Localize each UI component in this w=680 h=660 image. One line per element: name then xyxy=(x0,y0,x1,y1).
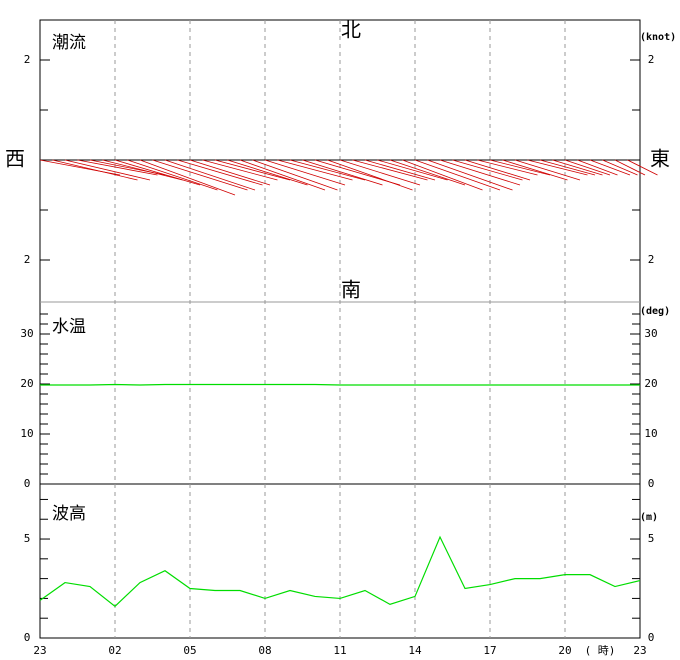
current-vector xyxy=(177,159,263,186)
x-tick-label: 20 xyxy=(558,644,571,657)
current-vector xyxy=(252,159,338,191)
current-vector xyxy=(414,159,501,191)
unit-label: (knot) xyxy=(640,32,676,43)
y-tick-label: 2 xyxy=(24,253,31,266)
west-label: 西 xyxy=(5,147,25,171)
south-label: 南 xyxy=(341,278,361,302)
current-vector xyxy=(302,159,383,186)
current-vector xyxy=(227,159,308,186)
y-tick-label: 10 xyxy=(644,427,657,440)
y-tick-label: 20 xyxy=(20,377,33,390)
current-vector xyxy=(627,159,658,176)
current-vector xyxy=(614,159,646,176)
current-vector xyxy=(352,159,428,181)
current-vector xyxy=(477,159,538,176)
current-vector xyxy=(239,159,326,191)
current-vector xyxy=(602,159,638,176)
current-vector xyxy=(514,159,581,181)
y-tick-label: 2 xyxy=(24,53,31,66)
y-tick-label: 0 xyxy=(648,477,655,490)
current-vector xyxy=(502,159,568,181)
current-vector xyxy=(139,159,236,196)
east-label: 東 xyxy=(650,147,670,171)
current-vector xyxy=(564,159,611,176)
y-tick-label: 5 xyxy=(648,532,655,545)
current-vector xyxy=(102,159,183,181)
current-vector xyxy=(327,159,413,191)
x-tick-label: 14 xyxy=(408,644,422,657)
panel-title: 潮流 xyxy=(52,33,86,53)
current-vector xyxy=(464,159,531,181)
x-tick-label: 17 xyxy=(483,644,496,657)
current-vector xyxy=(77,159,158,176)
y-tick-label: 2 xyxy=(648,53,655,66)
current-vector xyxy=(202,159,278,181)
current-vector xyxy=(539,159,596,176)
panel-title: 波高 xyxy=(52,504,86,524)
current-vector xyxy=(152,159,248,191)
current-vector xyxy=(114,159,201,186)
current-vector xyxy=(277,159,353,181)
y-tick-label: 2 xyxy=(648,253,655,266)
unit-label: (deg) xyxy=(640,306,670,317)
y-tick-label: 30 xyxy=(20,327,33,340)
x-tick-label: 05 xyxy=(183,644,196,657)
y-tick-label: 0 xyxy=(24,631,31,644)
current-vector xyxy=(439,159,521,186)
current-vector xyxy=(577,159,618,176)
current-vector xyxy=(264,159,346,186)
y-tick-label: 10 xyxy=(20,427,33,440)
current-vector xyxy=(127,159,218,191)
y-tick-label: 5 xyxy=(24,532,31,545)
current-vector xyxy=(452,159,523,181)
current-vector xyxy=(427,159,513,191)
y-tick-label: 20 xyxy=(644,377,657,390)
panel-title: 水温 xyxy=(52,317,86,337)
current-vector xyxy=(589,159,631,176)
x-unit: ( 時) xyxy=(585,644,616,657)
current-vector xyxy=(364,159,436,181)
current-vector xyxy=(552,159,603,176)
x-tick-label: 08 xyxy=(258,644,271,657)
current-vector xyxy=(489,159,551,176)
data-line xyxy=(40,383,640,386)
x-tick-label: 23 xyxy=(633,644,646,657)
frame xyxy=(39,19,641,639)
current-vector xyxy=(389,159,466,186)
data-line xyxy=(39,535,641,608)
current-vector xyxy=(339,159,421,186)
current-vector xyxy=(189,159,271,186)
north-label: 北 xyxy=(341,18,361,42)
current-vector xyxy=(527,159,588,176)
y-tick-label: 30 xyxy=(644,327,657,340)
y-tick-label: 0 xyxy=(648,631,655,644)
unit-label: (m) xyxy=(640,512,658,523)
current-vector xyxy=(64,159,151,181)
current-vector xyxy=(214,159,291,181)
x-tick-label: 02 xyxy=(108,644,121,657)
current-vector xyxy=(164,159,256,191)
current-vector xyxy=(289,159,366,181)
y-tick-label: 0 xyxy=(24,477,31,490)
x-tick-label: 23 xyxy=(33,644,46,657)
current-vector xyxy=(377,159,448,181)
current-vector xyxy=(52,159,138,181)
x-tick-label: 11 xyxy=(333,644,346,657)
current-vector xyxy=(402,159,483,191)
